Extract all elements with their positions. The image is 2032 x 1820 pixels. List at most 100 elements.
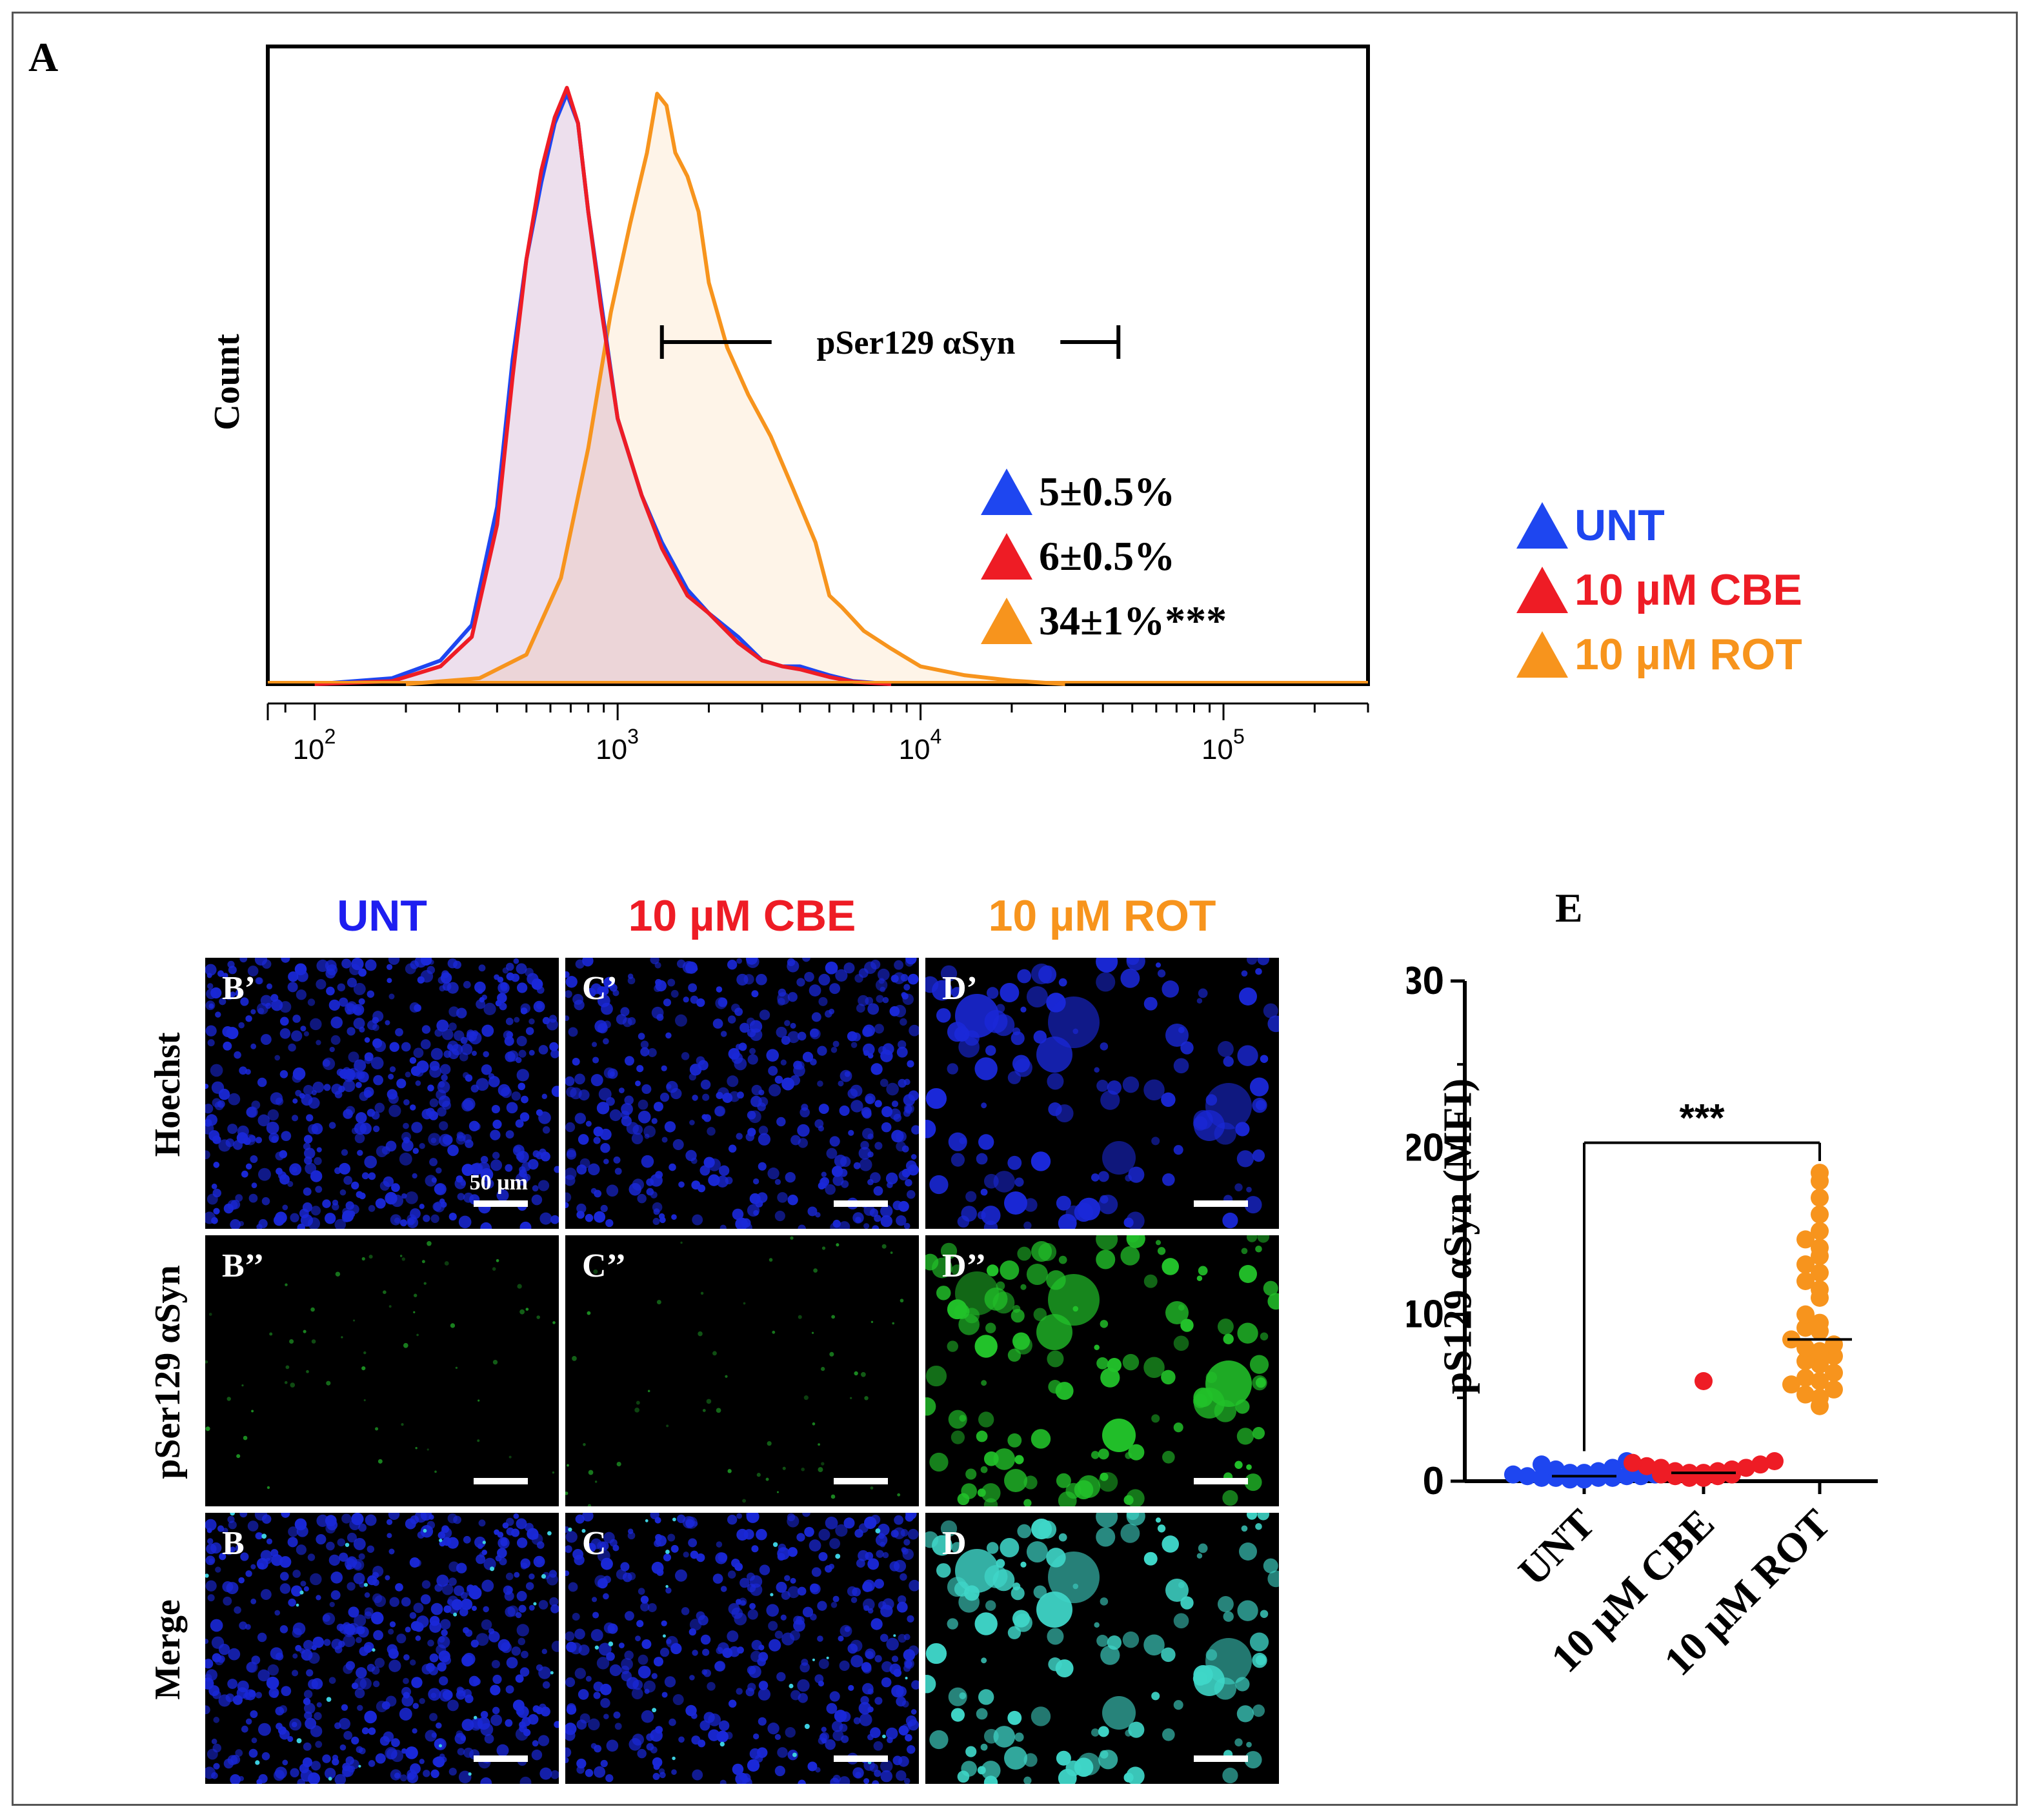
scale-bar xyxy=(474,1478,528,1484)
scatter-point xyxy=(1825,1364,1843,1382)
scatter-point xyxy=(1533,1468,1551,1487)
scatter-point xyxy=(1811,1313,1829,1332)
scatter-point xyxy=(1811,1372,1829,1390)
microscopy-image: D’’ xyxy=(925,1235,1279,1506)
microscopy-image-render xyxy=(565,958,919,1229)
microscopy-image: B’ 50 µm xyxy=(205,958,559,1229)
histogram-ylabel: Count xyxy=(207,334,247,430)
tick-exp: 3 xyxy=(627,725,639,748)
histogram-line-3 xyxy=(405,92,1065,686)
histogram-stat-text: 34±1%*** xyxy=(1039,598,1227,643)
scatter-point xyxy=(1695,1372,1713,1390)
scatter-point xyxy=(1504,1465,1522,1484)
scale-bar xyxy=(474,1755,528,1762)
figure-frame xyxy=(12,12,2018,1806)
histogram-stat-row: 5±0.5% xyxy=(981,468,1175,516)
scatter-point xyxy=(1811,1355,1829,1374)
scatter-point xyxy=(1796,1339,1815,1357)
scale-bar xyxy=(834,1478,888,1484)
scatter-y-tick-label: 30 xyxy=(1407,959,1444,1002)
microscopy-image: C xyxy=(565,1513,919,1784)
histogram-x-tick-label: 104 xyxy=(899,725,942,765)
microscopy-image-render xyxy=(565,1513,919,1784)
legend-item: 10 µM ROT xyxy=(1516,629,1802,680)
scatter-point xyxy=(1518,1467,1536,1486)
scatter-point xyxy=(1796,1230,1815,1249)
tick-exp: 5 xyxy=(1233,725,1245,748)
tick-exp: 2 xyxy=(325,725,336,748)
histogram-x-tick-label: 102 xyxy=(293,725,336,765)
legend-label: UNT xyxy=(1574,501,1665,550)
microscopy-panel-label: B’’ xyxy=(222,1248,265,1284)
triangle-marker-icon xyxy=(1516,502,1568,549)
scatter-point xyxy=(1811,1280,1829,1299)
triangle-marker-icon xyxy=(981,533,1032,580)
scale-bar xyxy=(1194,1755,1248,1762)
scatter-point xyxy=(1796,1385,1815,1404)
histogram-chart: 102103104105488 nmpSer129 αSyn xyxy=(266,45,1370,813)
microscopy-image-render xyxy=(205,958,559,1229)
scatter-point xyxy=(1652,1459,1670,1477)
microscopy-panel-label: D’ xyxy=(942,970,978,1007)
histogram-stat-text: 5±0.5% xyxy=(1039,469,1176,514)
microscopy-image: D xyxy=(925,1513,1279,1784)
microscopy-image: B’’ xyxy=(205,1235,559,1506)
microscopy-panel-label: C xyxy=(582,1525,607,1562)
microscopy-image-render xyxy=(565,1236,904,1506)
microscopy-panel-label: B xyxy=(222,1525,245,1562)
microscopy-image: B xyxy=(205,1513,559,1784)
scatter-point xyxy=(1796,1368,1815,1387)
triangle-marker-icon xyxy=(1516,631,1568,678)
scatter-point xyxy=(1811,1388,1829,1407)
scatter-point xyxy=(1638,1457,1656,1475)
panel-letter-a: A xyxy=(28,34,59,80)
scatter-point xyxy=(1811,1205,1829,1224)
microscopy-column-header: 10 µM ROT xyxy=(988,891,1216,940)
scatter-point xyxy=(1811,1188,1829,1207)
scatter-point xyxy=(1604,1459,1622,1477)
scatter-point xyxy=(1811,1239,1829,1257)
microscopy-panel-label: C’ xyxy=(582,970,618,1007)
histogram-stat-row: 6±0.5% xyxy=(981,532,1175,580)
histogram-stat-row: 34±1%*** xyxy=(981,597,1227,645)
tick-exp: 4 xyxy=(930,725,942,748)
scale-bar-label: 50 µm xyxy=(469,1171,528,1195)
significance-label: *** xyxy=(1679,1097,1725,1140)
scatter-point xyxy=(1765,1452,1784,1470)
microscopy-panel-label: C’’ xyxy=(582,1248,627,1284)
microscopy-image: D’ xyxy=(925,958,1279,1229)
legend-label: 10 µM ROT xyxy=(1574,630,1802,679)
scale-bar xyxy=(834,1755,888,1762)
legend-label: 10 µM CBE xyxy=(1574,565,1802,614)
microscopy-image-render xyxy=(205,1241,556,1490)
microscopy-image-render xyxy=(925,1513,1279,1784)
scatter-point xyxy=(1811,1222,1829,1240)
scatter-point xyxy=(1796,1319,1815,1337)
tick-base: 10 xyxy=(293,734,325,765)
triangle-marker-icon xyxy=(981,469,1032,515)
scatter-point xyxy=(1751,1455,1769,1474)
microscopy-image-render xyxy=(205,1513,559,1784)
scatter-point xyxy=(1811,1342,1829,1360)
histogram-fill-2 xyxy=(314,88,892,684)
scatter-point xyxy=(1624,1453,1642,1472)
histogram-x-tick-label: 103 xyxy=(596,725,639,765)
histogram-x-tick-label: 105 xyxy=(1202,725,1245,765)
triangle-marker-icon xyxy=(1516,567,1568,613)
microscopy-image-render xyxy=(925,958,1279,1229)
scatter-y-tick-label: 0 xyxy=(1423,1459,1444,1502)
triangle-marker-icon xyxy=(981,598,1032,644)
microscopy-image-render xyxy=(925,1235,1279,1506)
microscopy-panel-label: B’ xyxy=(222,970,256,1007)
tick-base: 10 xyxy=(596,734,627,765)
panel-letter-e: E xyxy=(1555,885,1583,931)
histogram-plot-frame xyxy=(266,45,1370,686)
scatter-point xyxy=(1796,1272,1815,1290)
gate-label: pSer129 αSyn xyxy=(817,325,1016,361)
scatter-point xyxy=(1782,1375,1800,1394)
scatter-point xyxy=(1811,1164,1829,1182)
scatter-y-tick-label: 10 xyxy=(1407,1293,1444,1336)
scale-bar xyxy=(474,1200,528,1207)
microscopy-image: C’ xyxy=(565,958,919,1229)
